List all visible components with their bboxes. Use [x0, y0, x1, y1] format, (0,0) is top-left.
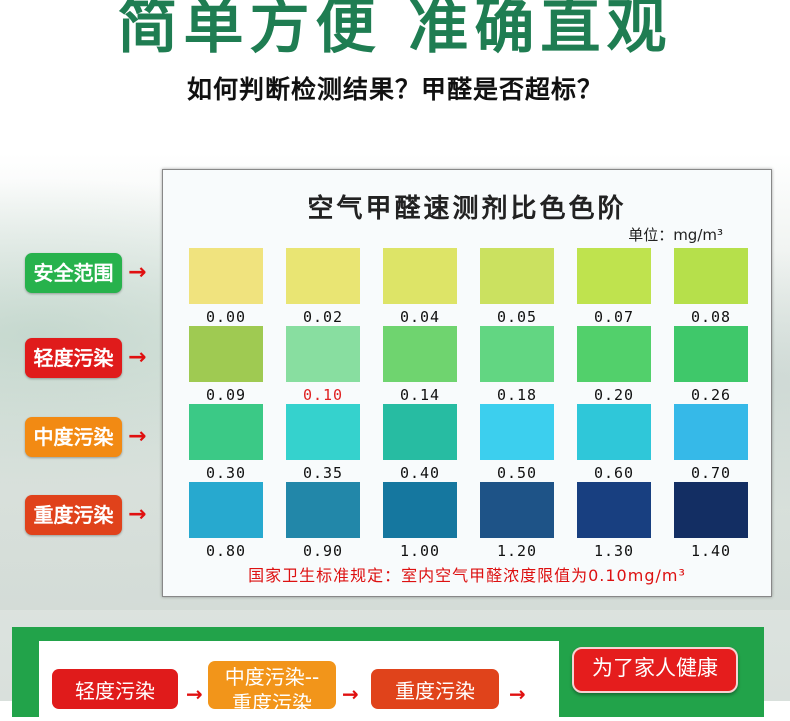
subheading: 如何判断检测结果？甲醛是否超标？ — [186, 75, 603, 104]
swatch-row: 0.00 0.02 0.04 0.05 0.07 0.08 — [189, 248, 751, 326]
color-swatch: 0.10 — [286, 326, 360, 404]
color-swatch: 0.40 — [383, 404, 457, 482]
color-swatch: 0.90 — [286, 482, 360, 560]
color-swatch: 0.02 — [286, 248, 360, 326]
swatch-value: 0.00 — [205, 308, 247, 326]
color-swatch: 0.60 — [577, 404, 651, 482]
swatch-grid: 0.00 0.02 0.04 0.05 0.07 0.08 0.09 0.10 0.14 0.18… — [189, 248, 751, 560]
swatch-value: 0.26 — [690, 386, 732, 404]
color-swatch: 0.07 — [577, 248, 651, 326]
arrow-icon: → — [509, 682, 526, 706]
swatch-value: 0.10 — [302, 386, 344, 404]
arrow-icon: → — [128, 424, 147, 449]
color-swatch: 1.20 — [480, 482, 554, 560]
arrow-icon: → — [186, 682, 203, 706]
swatch-value: 0.04 — [399, 308, 441, 326]
swatch-chip — [577, 248, 651, 304]
swatch-value: 0.80 — [205, 542, 247, 560]
arrow-icon: → — [128, 260, 147, 285]
color-swatch: 0.80 — [189, 482, 263, 560]
swatch-value: 0.40 — [399, 464, 441, 482]
card-title: 空气甲醛速测剂比色色阶 — [307, 194, 627, 224]
swatch-value: 0.90 — [302, 542, 344, 560]
swatch-value: 0.08 — [690, 308, 732, 326]
swatch-value: 0.70 — [690, 464, 732, 482]
swatch-value: 0.05 — [496, 308, 538, 326]
swatch-chip — [286, 248, 360, 304]
swatch-chip — [480, 482, 554, 538]
color-swatch: 0.20 — [577, 326, 651, 404]
swatch-row: 0.09 0.10 0.14 0.18 0.20 0.26 — [189, 326, 751, 404]
swatch-chip — [383, 326, 457, 382]
swatch-value: 0.50 — [496, 464, 538, 482]
color-swatch: 0.30 — [189, 404, 263, 482]
color-swatch: 0.18 — [480, 326, 554, 404]
swatch-chip — [383, 482, 457, 538]
arrow-icon: → — [342, 682, 359, 706]
swatch-value: 0.02 — [302, 308, 344, 326]
swatch-chip — [189, 326, 263, 382]
color-swatch: 0.50 — [480, 404, 554, 482]
color-swatch: 1.00 — [383, 482, 457, 560]
color-swatch: 0.09 — [189, 326, 263, 404]
standard-note: 国家卫生标准规定：室内空气甲醛浓度限值为0.10mg/m³ — [248, 566, 686, 585]
label-light-pollution: 轻度污染 — [25, 338, 122, 378]
swatch-chip — [674, 326, 748, 382]
color-swatch: 1.30 — [577, 482, 651, 560]
swatch-row: 0.30 0.35 0.40 0.50 0.60 0.70 — [189, 404, 751, 482]
color-swatch: 1.40 — [674, 482, 748, 560]
color-swatch: 0.05 — [480, 248, 554, 326]
swatch-chip — [480, 248, 554, 304]
color-swatch: 0.35 — [286, 404, 360, 482]
label-safe: 安全范围 — [25, 253, 122, 293]
swatch-chip — [674, 248, 748, 304]
swatch-chip — [577, 482, 651, 538]
swatch-value: 0.07 — [593, 308, 635, 326]
color-swatch: 0.08 — [674, 248, 748, 326]
swatch-chip — [383, 248, 457, 304]
swatch-chip — [286, 404, 360, 460]
color-chart-card: 空气甲醛速测剂比色色阶 单位：mg/m³ 0.00 0.02 0.04 0.05 0.0… — [162, 169, 772, 597]
swatch-value: 1.30 — [593, 542, 635, 560]
pill-heavy-pollution: 重度污染 — [371, 669, 499, 709]
color-swatch: 0.00 — [189, 248, 263, 326]
swatch-chip — [189, 248, 263, 304]
swatch-value: 0.18 — [496, 386, 538, 404]
swatch-value: 1.00 — [399, 542, 441, 560]
swatch-chip — [577, 404, 651, 460]
swatch-row: 0.80 0.90 1.00 1.20 1.30 1.40 — [189, 482, 751, 560]
arrow-icon: → — [128, 345, 147, 370]
headline: 简单方便 准确直观 — [117, 0, 673, 62]
swatch-value: 1.20 — [496, 542, 538, 560]
swatch-value: 1.40 — [690, 542, 732, 560]
arrow-icon: → — [128, 502, 147, 527]
swatch-chip — [189, 404, 263, 460]
label-moderate-pollution: 中度污染 — [25, 417, 122, 457]
swatch-value: 0.14 — [399, 386, 441, 404]
color-swatch: 0.26 — [674, 326, 748, 404]
swatch-value: 0.35 — [302, 464, 344, 482]
swatch-chip — [674, 482, 748, 538]
swatch-chip — [189, 482, 263, 538]
pill-light-pollution: 轻度污染 — [52, 669, 178, 709]
color-swatch: 0.70 — [674, 404, 748, 482]
pill-moderate-to-heavy: 中度污染-- 重度污染 — [208, 661, 336, 709]
unit-label: 单位：mg/m³ — [628, 226, 723, 244]
swatch-chip — [577, 326, 651, 382]
swatch-chip — [383, 404, 457, 460]
color-swatch: 0.04 — [383, 248, 457, 326]
swatch-chip — [286, 326, 360, 382]
swatch-value: 0.09 — [205, 386, 247, 404]
swatch-chip — [480, 326, 554, 382]
swatch-value: 0.20 — [593, 386, 635, 404]
swatch-chip — [480, 404, 554, 460]
swatch-value: 0.60 — [593, 464, 635, 482]
swatch-value: 0.30 — [205, 464, 247, 482]
family-health-badge: 为了家人健康 — [572, 647, 738, 693]
swatch-chip — [674, 404, 748, 460]
swatch-chip — [286, 482, 360, 538]
label-heavy-pollution: 重度污染 — [25, 495, 122, 535]
color-swatch: 0.14 — [383, 326, 457, 404]
